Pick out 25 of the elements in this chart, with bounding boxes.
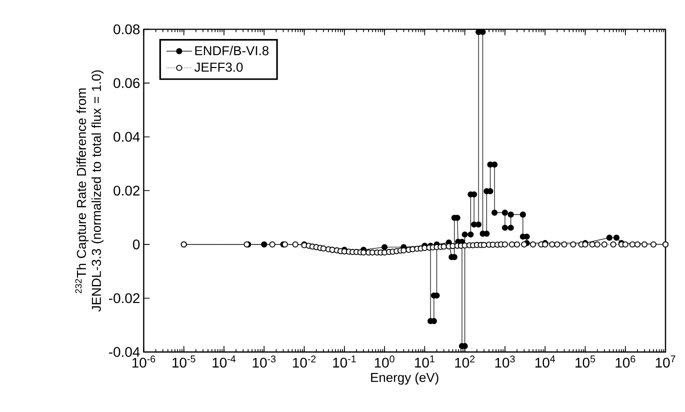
y-tick-label: 0.04: [114, 132, 140, 142]
x-tick-label: 10$^{-4}$: [212, 356, 236, 368]
x-tick-label: 10$^{-5}$: [172, 356, 196, 368]
x-tick-label: 10$^{-6}$: [132, 356, 156, 368]
y-tick-label: -0.04: [109, 347, 140, 357]
x-tick-label: 10$^{2}$: [455, 356, 475, 368]
y-tick-label: -0.02: [109, 293, 140, 304]
x-tick-label: 10$^{7}$: [656, 356, 676, 368]
x-tick-label: 10$^{3}$: [495, 356, 515, 368]
x-tick-label: 10$^{6}$: [616, 356, 636, 368]
x-tick-label: 10$^{4}$: [535, 356, 556, 368]
x-tick-label: 10$^{-1}$: [333, 356, 356, 368]
y-tick-label: 0.08: [114, 24, 140, 34]
legend-label: JEFF3.0: [194, 62, 243, 72]
y-tick-label: 0: [132, 239, 140, 250]
y-axis-title: $^{232}$Th Capture Rate Difference from JENDL-3.3 (normalized to total flux = 1.0): [75, 70, 104, 312]
x-tick-label: 10$^{-3}$: [252, 356, 276, 368]
legend-label: ENDF/B-VI.8: [195, 46, 269, 56]
y-tick-label: 0.02: [114, 186, 140, 196]
x-tick-label: 10$^{0}$: [374, 356, 394, 368]
y-tick-label: 0.06: [114, 78, 140, 88]
x-tick-label: 10$^{5}$: [576, 356, 596, 368]
x-tick-label: 10$^{1}$: [415, 356, 434, 368]
x-axis-title: Energy (eV): [371, 372, 438, 385]
x-tick-label: 10$^{-2}$: [292, 356, 316, 368]
